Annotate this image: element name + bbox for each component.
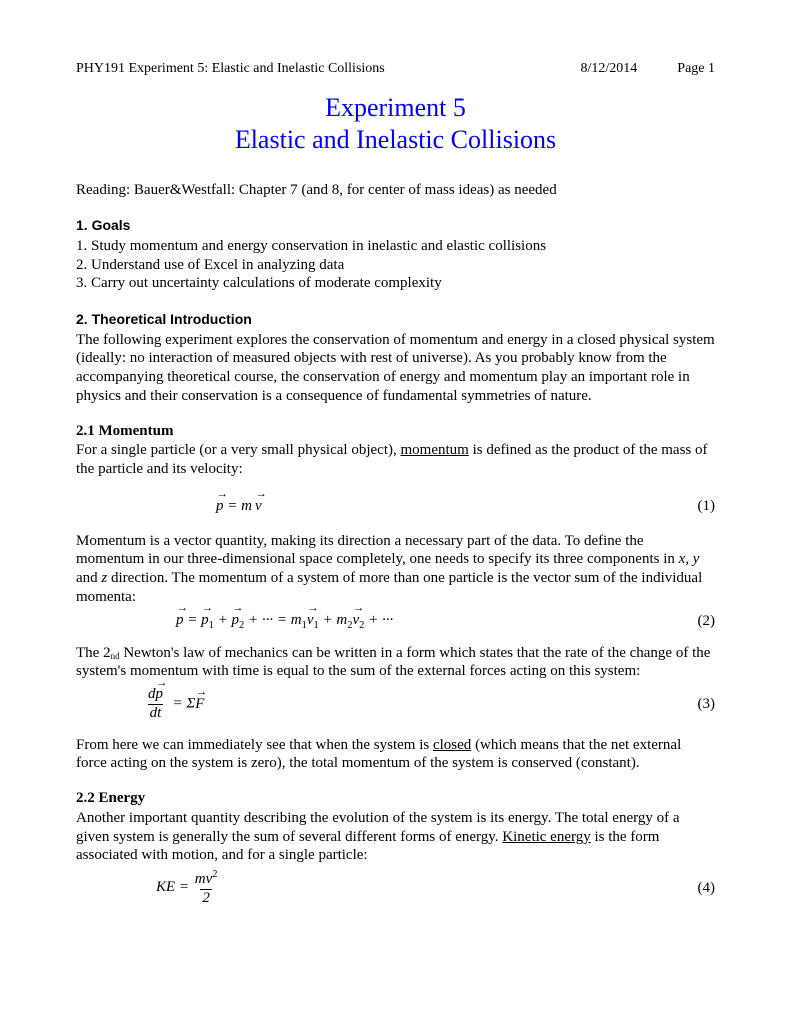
goal-item: 2. Understand use of Excel in analyzing … — [76, 256, 715, 275]
eq1-number: (1) — [675, 497, 715, 516]
momentum-heading: 2.1 Momentum — [76, 422, 715, 441]
goal-item: 3. Carry out uncertainty calculations of… — [76, 274, 715, 293]
term-momentum: momentum — [400, 442, 468, 458]
term-closed: closed — [433, 737, 471, 753]
equation-1: p = m v (1) — [76, 497, 715, 516]
intro-paragraph: The following experiment explores the co… — [76, 331, 715, 406]
header-course-title: PHY191 Experiment 5: Elastic and Inelast… — [76, 60, 541, 78]
text-run: and — [76, 570, 101, 586]
title-line-1: Experiment 5 — [325, 93, 466, 122]
momentum-p4: From here we can immediately see that wh… — [76, 736, 715, 774]
text-run: Momentum is a vector quantity, making it… — [76, 533, 679, 568]
title-line-2: Elastic and Inelastic Collisions — [235, 125, 556, 154]
intro-heading: 2. Theoretical Introduction — [76, 311, 715, 329]
document-page: PHY191 Experiment 5: Elastic and Inelast… — [0, 0, 791, 1024]
term-kinetic-energy: Kinetic energy — [502, 829, 590, 845]
momentum-p1: For a single particle (or a very small p… — [76, 441, 715, 479]
text-run: For a single particle (or a very small p… — [76, 442, 400, 458]
equation-2: p = p1 + p2 + ··· = m1v1 + m2v2 + ··· (2… — [76, 611, 715, 632]
header-date: 8/12/2014 — [581, 60, 638, 78]
reading-line: Reading: Bauer&Westfall: Chapter 7 (and … — [76, 181, 715, 200]
ordinal-nd: nd — [111, 650, 120, 660]
header-page: Page 1 — [677, 60, 715, 78]
energy-p1: Another important quantity describing th… — [76, 809, 715, 865]
energy-heading: 2.2 Energy — [76, 789, 715, 808]
page-label: Page — [677, 61, 704, 76]
goals-list: 1. Study momentum and energy conservatio… — [76, 237, 715, 293]
eq4-body: KE = mv2 2 — [156, 869, 675, 907]
text-run: From here we can immediately see that wh… — [76, 737, 433, 753]
equation-3: dp dt = ΣF (3) — [76, 687, 715, 722]
momentum-p2: Momentum is a vector quantity, making it… — [76, 532, 715, 607]
eq4-number: (4) — [675, 879, 715, 898]
text-run: Newton's law of mechanics can be written… — [76, 645, 710, 680]
equation-4: KE = mv2 2 (4) — [76, 869, 715, 907]
eq2-number: (2) — [675, 612, 715, 631]
eq3-body: dp dt = ΣF — [146, 687, 675, 722]
eq2-body: p = p1 + p2 + ··· = m1v1 + m2v2 + ··· — [176, 611, 675, 632]
goals-heading: 1. Goals — [76, 217, 715, 235]
page-header: PHY191 Experiment 5: Elastic and Inelast… — [76, 60, 715, 78]
momentum-p3: The 2nd Newton's law of mechanics can be… — [76, 644, 715, 682]
text-run: direction. The momentum of a system of m… — [76, 570, 702, 605]
eq1-body: p = m v — [216, 497, 675, 516]
eq3-number: (3) — [675, 695, 715, 714]
document-title: Experiment 5 Elastic and Inelastic Colli… — [76, 92, 715, 157]
axis-xy: x, y — [679, 551, 700, 567]
goal-item: 1. Study momentum and energy conservatio… — [76, 237, 715, 256]
page-number: 1 — [708, 61, 715, 76]
text-run: The 2 — [76, 645, 111, 661]
